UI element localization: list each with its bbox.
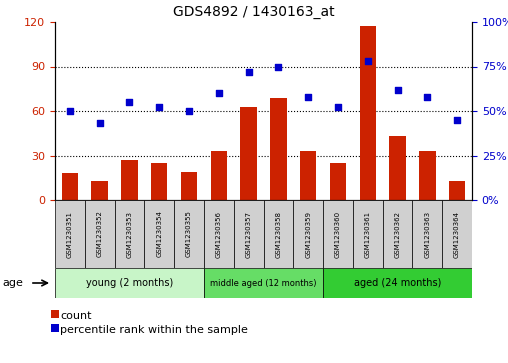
Text: GSM1230354: GSM1230354 [156,211,162,257]
Bar [270,98,287,200]
Point [394,87,402,93]
FancyBboxPatch shape [204,268,323,298]
Text: GSM1230364: GSM1230364 [454,211,460,257]
Bar [121,160,138,200]
Bar [61,173,78,200]
Bar [211,151,227,200]
Text: GSM1230358: GSM1230358 [275,211,281,257]
Text: GSM1230353: GSM1230353 [126,211,133,257]
Text: GSM1230360: GSM1230360 [335,211,341,258]
Point [304,94,312,100]
Text: GSM1230357: GSM1230357 [245,211,251,257]
Bar [389,136,406,200]
Point [453,117,461,123]
FancyBboxPatch shape [264,200,293,268]
Bar [419,151,435,200]
Point [125,99,134,105]
Text: middle aged (12 months): middle aged (12 months) [210,278,317,287]
FancyBboxPatch shape [204,200,234,268]
FancyBboxPatch shape [115,200,144,268]
Text: aged (24 months): aged (24 months) [354,278,441,288]
Point [185,108,193,114]
Point [215,90,223,96]
FancyBboxPatch shape [323,200,353,268]
FancyBboxPatch shape [323,268,472,298]
FancyBboxPatch shape [55,200,85,268]
FancyBboxPatch shape [293,200,323,268]
Point [423,94,431,100]
Text: GDS4892 / 1430163_at: GDS4892 / 1430163_at [173,5,335,19]
Text: GSM1230351: GSM1230351 [67,211,73,257]
Point [66,108,74,114]
Bar [300,151,316,200]
FancyBboxPatch shape [85,200,115,268]
Text: count: count [60,311,91,321]
FancyBboxPatch shape [55,268,204,298]
FancyBboxPatch shape [144,200,174,268]
Point [96,121,104,126]
FancyBboxPatch shape [174,200,204,268]
Text: GSM1230359: GSM1230359 [305,211,311,257]
Bar [51,310,59,318]
Point [334,105,342,110]
Text: young (2 months): young (2 months) [86,278,173,288]
FancyBboxPatch shape [353,200,383,268]
Text: percentile rank within the sample: percentile rank within the sample [60,325,248,335]
FancyBboxPatch shape [383,200,412,268]
Bar [91,181,108,200]
Bar [181,172,197,200]
Bar [151,163,168,200]
Point [274,64,282,69]
FancyBboxPatch shape [412,200,442,268]
Point [244,69,252,75]
Text: GSM1230356: GSM1230356 [216,211,222,257]
Bar [449,181,465,200]
Text: GSM1230362: GSM1230362 [395,211,400,257]
Point [155,105,163,110]
FancyBboxPatch shape [234,200,264,268]
Text: GSM1230363: GSM1230363 [424,211,430,258]
Bar [51,324,59,332]
Bar [360,26,376,200]
Text: GSM1230361: GSM1230361 [365,211,371,258]
Point [364,58,372,64]
Text: GSM1230355: GSM1230355 [186,211,192,257]
Text: age: age [2,278,23,288]
FancyBboxPatch shape [442,200,472,268]
Text: GSM1230352: GSM1230352 [97,211,103,257]
Bar [330,163,346,200]
Bar [240,107,257,200]
